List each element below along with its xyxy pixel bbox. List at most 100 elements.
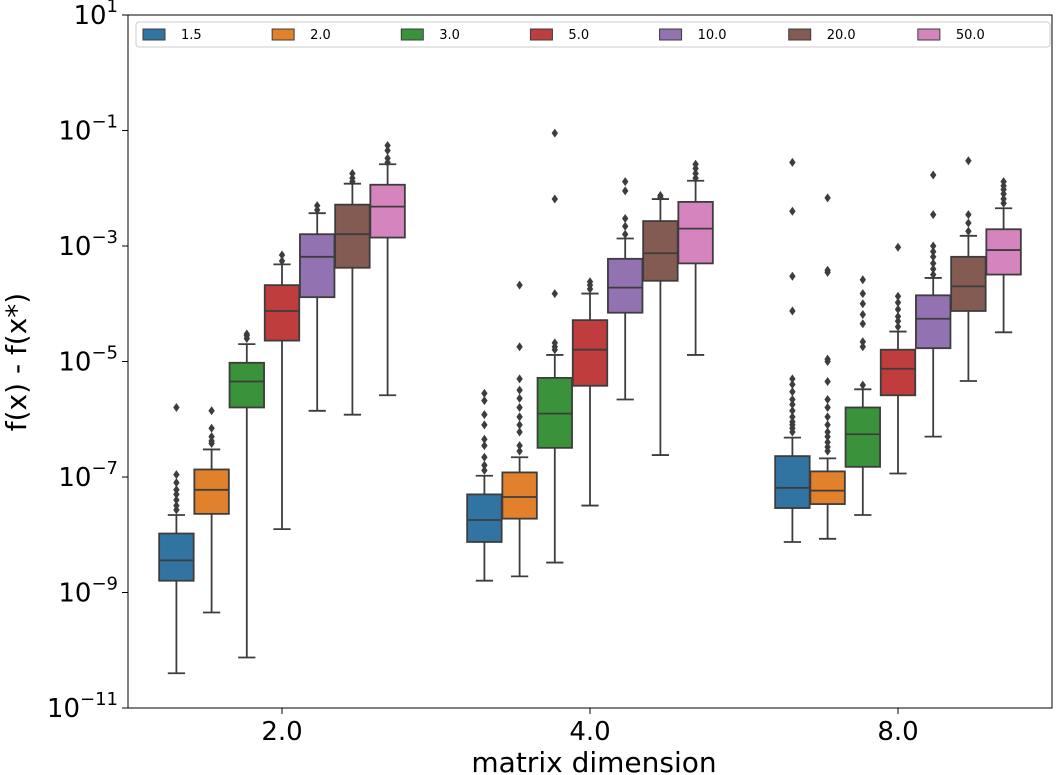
- outlier-point: [622, 213, 629, 223]
- box-body: [774, 455, 811, 509]
- box-body: [809, 470, 846, 505]
- outlier-point: [551, 128, 558, 138]
- outlier-point: [516, 385, 523, 395]
- legend-swatch: [917, 28, 941, 41]
- box-10.0-2.0: [299, 201, 336, 412]
- legend-entry: 3.0: [400, 28, 460, 43]
- legend-label: 50.0: [956, 28, 985, 43]
- outlier-point: [481, 465, 488, 475]
- outlier-point: [208, 432, 215, 442]
- box-2.0-4.0: [501, 280, 538, 578]
- outlier-point: [516, 420, 523, 430]
- outlier-point: [824, 402, 831, 412]
- outlier-point: [278, 250, 286, 260]
- legend-swatch: [271, 28, 295, 41]
- y-tick-label: 10−7: [58, 458, 118, 493]
- outlier-point: [789, 306, 796, 316]
- legend-label: 2.0: [310, 28, 331, 43]
- box-1.5-4.0: [466, 388, 503, 582]
- outlier-point: [243, 329, 250, 339]
- legend-frame: [135, 21, 1051, 48]
- outlier-point: [859, 275, 866, 285]
- outlier-point: [349, 173, 356, 183]
- box-body: [501, 471, 538, 520]
- outlier-point: [894, 316, 902, 326]
- box-50.0-8.0: [985, 177, 1022, 334]
- outlier-point: [173, 501, 180, 511]
- outlier-point: [859, 289, 866, 299]
- legend-swatch: [788, 28, 812, 41]
- box-body: [950, 255, 987, 312]
- outlier-point: [314, 201, 321, 211]
- outlier-point: [622, 186, 629, 196]
- box-20.0-8.0: [950, 156, 987, 382]
- y-tick-label: 10−1: [58, 112, 118, 147]
- outlier-point: [824, 265, 831, 275]
- legend-swatch: [142, 28, 166, 41]
- box-2.0-2.0: [193, 406, 230, 614]
- outlier-point: [930, 252, 937, 262]
- box-body: [193, 468, 230, 515]
- legend-swatch: [659, 28, 683, 41]
- legend: 1.5 2.0 3.0 5.0 10.0 20.0 50.0: [135, 21, 1051, 48]
- outlier-point: [481, 452, 488, 462]
- outlier-point: [173, 470, 180, 480]
- outlier-point: [516, 441, 523, 451]
- box-50.0-4.0: [677, 159, 714, 356]
- legend-entry: 20.0: [788, 28, 856, 43]
- box-body: [607, 257, 644, 314]
- outlier-point: [551, 338, 558, 348]
- box-body: [571, 319, 609, 387]
- outlier-point: [481, 441, 488, 451]
- box-body: [228, 361, 265, 409]
- outlier-point: [481, 460, 488, 470]
- outlier-point: [930, 247, 937, 257]
- outlier-point: [551, 194, 558, 204]
- box-1.5-2.0: [158, 402, 195, 675]
- outlier-point: [481, 396, 488, 406]
- outlier-point: [789, 387, 796, 397]
- outlier-point: [481, 434, 488, 444]
- outlier-point: [481, 420, 488, 430]
- outlier-point: [384, 153, 391, 163]
- outlier-point: [965, 156, 972, 166]
- outlier-point: [824, 394, 831, 404]
- outlier-point: [789, 406, 796, 416]
- outlier-point: [789, 379, 796, 389]
- x-axis: 2.0 4.0 8.0: [261, 708, 919, 747]
- box-50.0-2.0: [369, 140, 406, 397]
- outlier-point: [173, 495, 180, 505]
- outlier-point: [789, 374, 796, 384]
- box-body: [158, 532, 195, 582]
- legend-swatch: [400, 28, 424, 41]
- outlier-point: [692, 169, 699, 179]
- outlier-point: [824, 432, 831, 442]
- outlier-point: [824, 354, 831, 364]
- outlier-point: [551, 289, 558, 299]
- outlier-point: [173, 485, 180, 495]
- box-body: [642, 220, 679, 282]
- y-axis: 10−11 10−9 10−7 10−5 10−3 10−1 101: [47, 0, 128, 724]
- outlier-point: [859, 342, 866, 352]
- outlier-point: [516, 280, 523, 290]
- outlier-point: [1000, 194, 1007, 204]
- outlier-point: [859, 319, 866, 329]
- box-body: [677, 201, 714, 265]
- box-20.0-2.0: [334, 169, 371, 416]
- outlier-point: [481, 410, 488, 420]
- legend-entry: 10.0: [659, 28, 727, 43]
- box-series-group: [158, 128, 1022, 675]
- box-3.0-4.0: [536, 128, 573, 564]
- outlier-point: [516, 427, 523, 437]
- y-tick-label: 10−3: [58, 227, 118, 262]
- box-body: [844, 406, 881, 468]
- x-tick-label: 4.0: [569, 717, 610, 747]
- outlier-point: [930, 270, 937, 280]
- box-5.0-2.0: [263, 250, 301, 531]
- outlier-point: [208, 406, 215, 416]
- outlier-point: [894, 298, 902, 308]
- x-tick-label: 8.0: [877, 717, 918, 747]
- outlier-point: [859, 310, 866, 320]
- legend-entry: 5.0: [529, 28, 589, 43]
- legend-entry: 50.0: [917, 28, 985, 43]
